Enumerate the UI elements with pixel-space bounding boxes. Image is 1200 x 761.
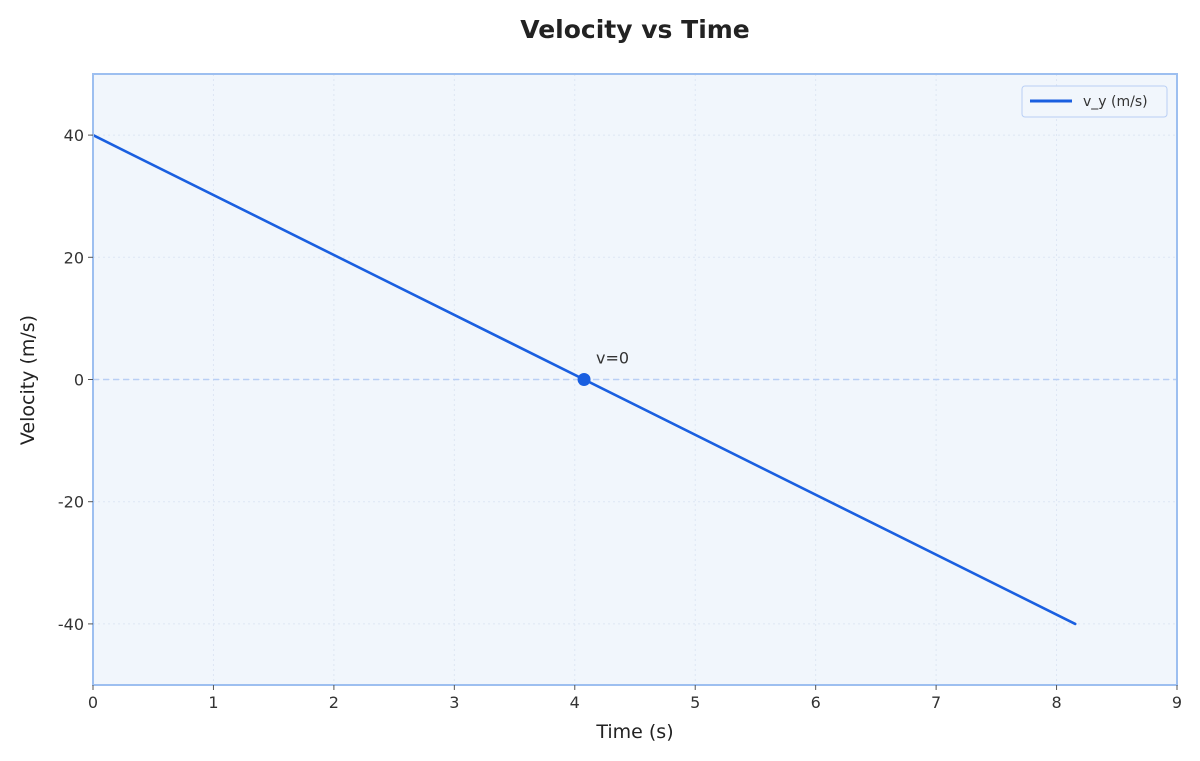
- x-tick-label: 2: [329, 693, 339, 712]
- x-tick-label: 9: [1172, 693, 1182, 712]
- y-tick-label: 40: [64, 126, 84, 145]
- x-tick-label: 8: [1051, 693, 1061, 712]
- x-tick-label: 5: [690, 693, 700, 712]
- annotation-layer: v=0: [577, 349, 629, 386]
- y-axis-ticks: -40 -20 0 20 40: [58, 126, 93, 634]
- x-tick-label: 3: [449, 693, 459, 712]
- chart-title: Velocity vs Time: [520, 15, 750, 44]
- legend-box: [1021, 85, 1168, 118]
- legend-entry-label: v_y (m/s): [1083, 94, 1148, 110]
- y-tick-label: -20: [58, 493, 84, 512]
- x-tick-label: 6: [811, 693, 821, 712]
- y-tick-label: 20: [64, 248, 84, 267]
- x-axis-label: Time (s): [595, 721, 673, 743]
- y-axis-label: Velocity (m/s): [17, 315, 39, 445]
- x-tick-label: 7: [931, 693, 941, 712]
- legend: v_y (m/s): [1021, 85, 1168, 118]
- zero-crossing-marker: [577, 373, 591, 386]
- y-tick-label: -40: [58, 615, 84, 634]
- y-tick-label: 0: [74, 371, 84, 390]
- x-tick-label: 4: [570, 693, 580, 712]
- zero-crossing-annotation: v=0: [596, 349, 629, 368]
- x-tick-label: 1: [208, 693, 218, 712]
- x-tick-label: 0: [88, 693, 98, 712]
- x-axis-ticks: 0 1 2 3 4 5 6 7 8 9: [88, 685, 1182, 712]
